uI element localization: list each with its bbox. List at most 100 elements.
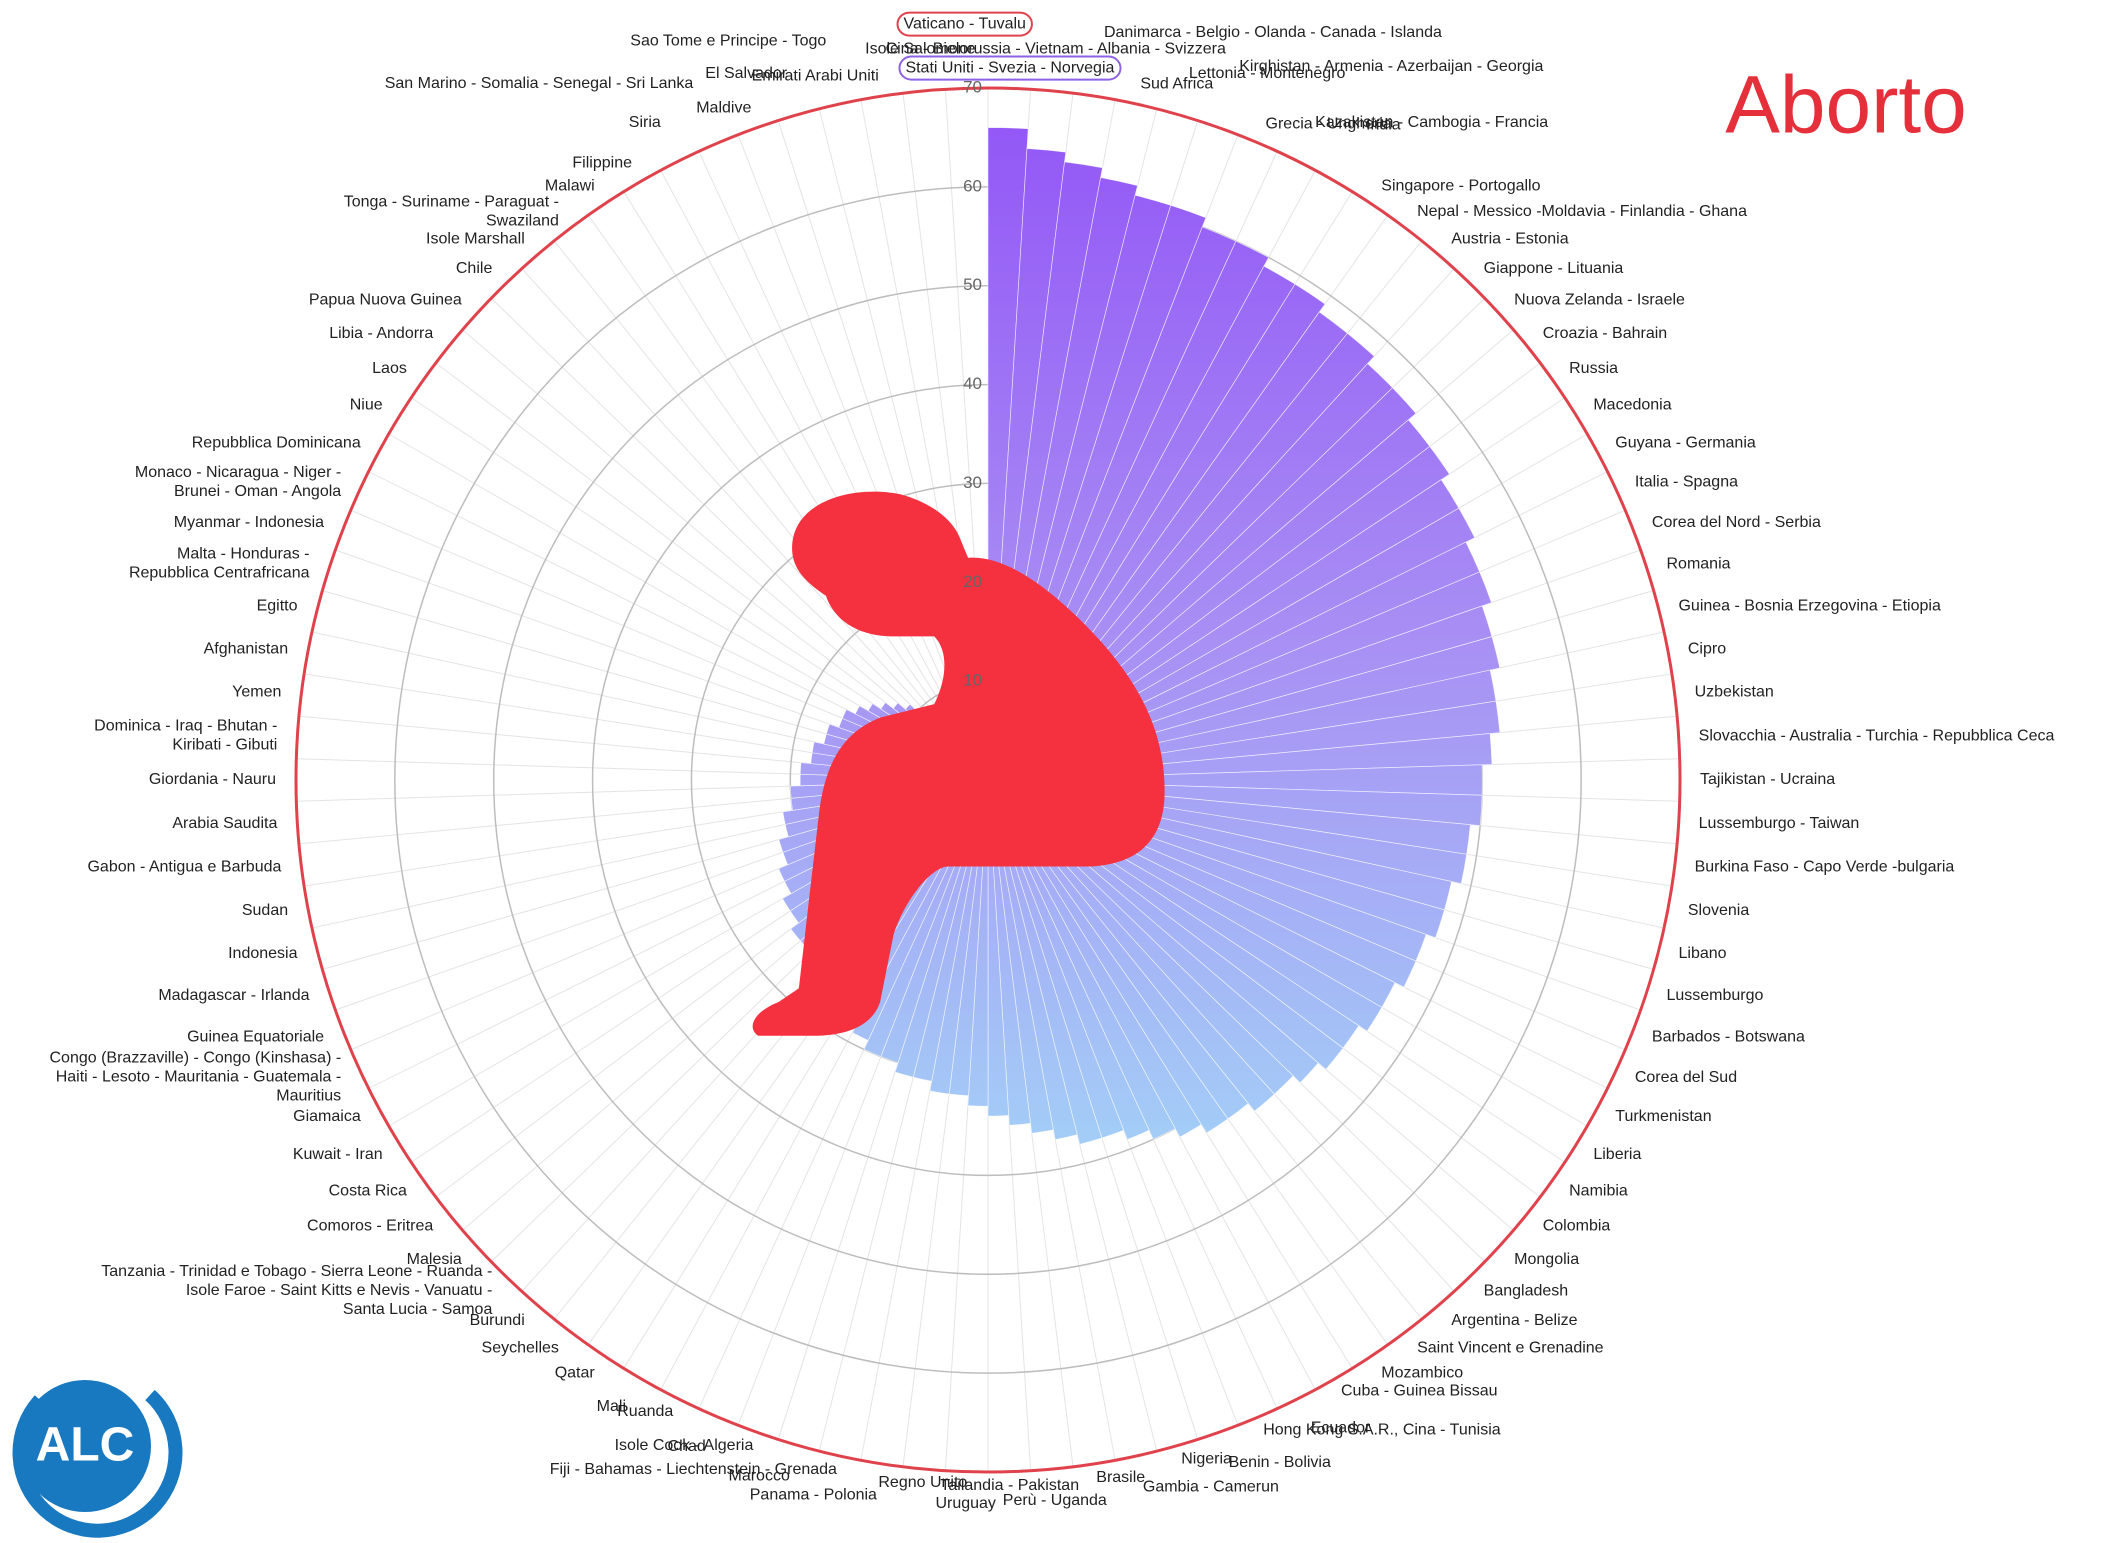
category-label: Chile <box>456 260 493 277</box>
category-label: Hong Kong S.A.R., Cina - Tunisia <box>1263 1421 1501 1438</box>
category-label: Uzbekistan <box>1695 684 1774 701</box>
category-label: Nigeria <box>1181 1450 1232 1467</box>
category-label: Italia - Spagna <box>1635 474 1738 491</box>
category-label: Gabon - Antigua e Barbuda <box>87 859 281 876</box>
category-label: Tajikistan - Ucraina <box>1700 771 1835 788</box>
category-label: Maldive <box>696 100 751 117</box>
category-label: Afghanistan <box>204 640 289 657</box>
category-label: Argentina - Belize <box>1451 1312 1577 1329</box>
category-label: Myanmar - Indonesia <box>174 514 324 531</box>
category-label: Fiji - Bahamas - Liechtenstein - Grenada <box>550 1461 837 1478</box>
category-label: Indonesia <box>228 945 297 962</box>
category-label: Kuwait - Iran <box>293 1146 383 1163</box>
category-label: Kazakistan - Cambogia - Francia <box>1315 114 1548 131</box>
category-label: Niue <box>350 396 383 413</box>
category-label: Slovacchia - Australia - Turchia - Repub… <box>1699 727 2055 744</box>
category-label: Namibia <box>1569 1183 1628 1200</box>
y-tick-label: 10 <box>963 671 982 690</box>
category-label: Vaticano - Tuvalu <box>904 16 1026 33</box>
category-label-line: Haiti - Lesoto - Mauritania - Guatemala … <box>56 1069 341 1086</box>
category-label: Corea del Sud <box>1635 1069 1737 1086</box>
category-label: Mali <box>597 1398 626 1415</box>
category-label: Egitto <box>257 598 298 615</box>
logo: ALC <box>19 1380 176 1531</box>
category-label: Nepal - Messico -Moldavia - Finlandia - … <box>1417 203 1747 220</box>
y-tick-label: 70 <box>963 77 982 96</box>
category-label: Papua Nuova Guinea <box>309 292 462 309</box>
category-label: Malawi <box>545 178 595 195</box>
category-label: Romania <box>1666 555 1730 572</box>
category-label-line: Repubblica Centrafricana <box>129 565 310 582</box>
category-label: Burkina Faso - Capo Verde -bulgaria <box>1695 859 1955 876</box>
category-label-line: Mauritius <box>276 1088 341 1105</box>
category-label: Austria - Estonia <box>1451 231 1568 248</box>
category-label: Cuba - Guinea Bissau <box>1341 1383 1498 1400</box>
category-label: Giappone - Lituania <box>1484 260 1624 277</box>
category-label: Malta - Honduras - Repubblica Centrafrica… <box>129 546 310 582</box>
category-label: Lussemburgo <box>1666 987 1763 1004</box>
category-label: Chad <box>668 1438 706 1455</box>
category-label: Slovenia <box>1688 902 1749 919</box>
category-label-line: Swaziland <box>486 213 559 230</box>
category-label-line: Kiribati - Gibuti <box>172 737 277 754</box>
category-label: Colombia <box>1543 1218 1611 1235</box>
y-tick-label: 60 <box>963 176 982 195</box>
y-tick-label: 40 <box>963 374 982 393</box>
category-label: Monaco - Nicaragua - Niger -Brunei - Oma… <box>135 464 341 500</box>
category-label: Seychelles <box>482 1339 559 1356</box>
category-label: Corea del Nord - Serbia <box>1652 514 1821 531</box>
category-label: Giordania - Nauru <box>149 771 276 788</box>
y-tick-label: 30 <box>963 473 982 492</box>
category-label: Uruguay <box>935 1495 995 1512</box>
category-label: Perù - Uganda <box>1003 1492 1107 1509</box>
category-label: Russia <box>1569 360 1618 377</box>
category-label-line: Santa Lucia - Samoa <box>343 1301 493 1318</box>
category-label-line: Isole Faroe - Saint Kitts e Nevis - Vanu… <box>186 1282 493 1299</box>
category-label: Croazia - Bahrain <box>1543 325 1668 342</box>
category-label: Arabia Saudita <box>172 815 277 832</box>
category-label-line: Tonga - Suriname - Paraguat - <box>344 194 559 211</box>
category-label: San Marino - Somalia - Senegal - Sri Lan… <box>385 75 694 92</box>
category-label: Malesia <box>407 1251 462 1268</box>
category-label: Sao Tome e Principe - Togo <box>630 33 826 50</box>
category-label: Gambia - Camerun <box>1143 1478 1279 1495</box>
category-label: Barbados - Botswana <box>1652 1028 1805 1045</box>
category-label: Guinea - Bosnia Erzegovina - Etiopia <box>1678 598 1940 615</box>
category-label: Stati Uniti - Svezia - Norvegia <box>905 60 1114 77</box>
category-label: Siria <box>629 114 661 131</box>
category-label: Turkmenistan <box>1615 1108 1711 1125</box>
category-label: Cipro <box>1688 640 1726 657</box>
category-label: Libano <box>1678 945 1726 962</box>
y-tick-label: 20 <box>963 572 982 591</box>
category-label: Nuova Zelanda - Israele <box>1514 292 1685 309</box>
category-label: Mozambico <box>1381 1365 1463 1382</box>
category-label: Panama - Polonia <box>750 1487 877 1504</box>
category-label: Tonga - Suriname - Paraguat - Swaziland <box>344 194 559 230</box>
category-label: Regno Unito <box>878 1474 967 1491</box>
category-label: Macedonia <box>1593 396 1671 413</box>
category-label: Lussemburgo - Taiwan <box>1699 815 1860 832</box>
category-label: Dominica - Iraq - Bhutan - Kiribati - Gib… <box>94 718 277 754</box>
category-label: Madagascar - Irlanda <box>158 987 309 1004</box>
category-label: Qatar <box>555 1365 596 1382</box>
category-label: Isole Marshall <box>426 231 525 248</box>
category-label-line: Brunei - Oman - Angola <box>174 483 341 500</box>
category-label: Laos <box>372 360 407 377</box>
category-label: Singapore - Portogallo <box>1381 178 1540 195</box>
category-label: Danimarca - Belgio - Olanda - Canada - I… <box>1104 24 1442 41</box>
chart: Stati Uniti - Svezia - NorvegiaCina - Bi… <box>0 0 2123 1543</box>
category-label-line: Dominica - Iraq - Bhutan - <box>94 718 277 735</box>
category-label: Yemen <box>232 684 281 701</box>
category-label: Comoros - Eritrea <box>307 1218 433 1235</box>
category-label: Giamaica <box>293 1108 361 1125</box>
category-label-line: Malta - Honduras - <box>177 546 310 563</box>
category-label: Tanzania - Trinidad e Tobago - Sierra Le… <box>101 1263 492 1318</box>
y-tick-label: 50 <box>963 275 982 294</box>
category-label: Liberia <box>1593 1146 1641 1163</box>
category-label: Sudan <box>242 902 288 919</box>
category-label: Congo (Brazzaville) - Congo (Kinshasa) -… <box>50 1050 342 1105</box>
category-label: Libia - Andorra <box>329 325 433 342</box>
category-label: Marocco <box>729 1468 790 1485</box>
category-label: Repubblica Dominicana <box>192 434 361 451</box>
category-label: Costa Rica <box>329 1183 407 1200</box>
